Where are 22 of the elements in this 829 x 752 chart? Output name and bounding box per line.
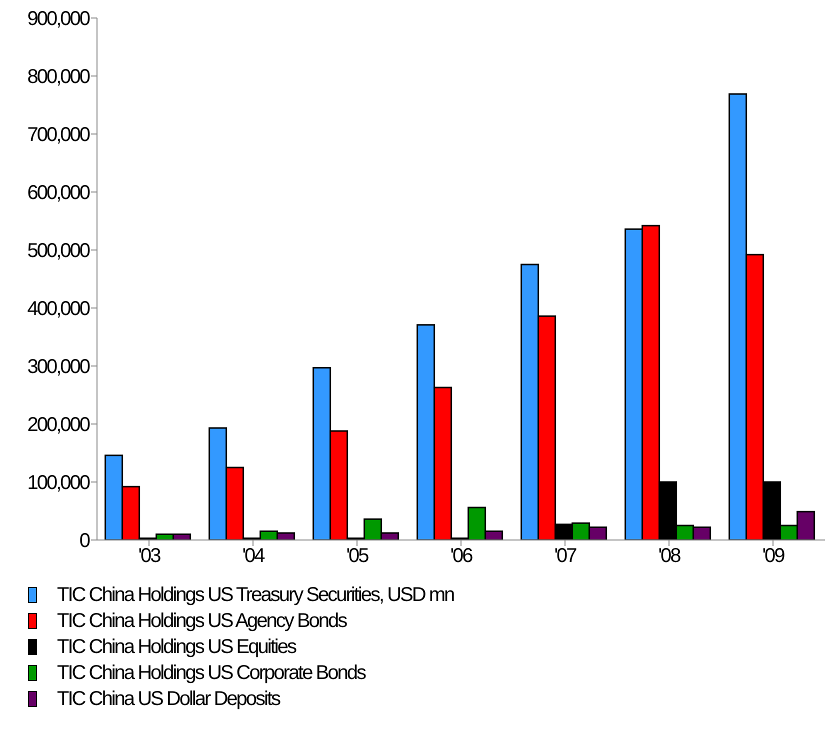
y-tick-label: 500,000 [27,240,90,262]
legend-label: TIC China Holdings US Treasury Securities, USD mn [57,583,454,608]
y-tick-label: 900,000 [27,8,90,30]
x-tick-label: '05 [346,545,370,568]
x-tick-label: '03 [138,545,162,568]
legend-label: TIC China Holdings US Equities [57,635,296,660]
x-tick-label: '04 [242,545,266,568]
y-tick-label: 800,000 [27,66,90,88]
x-tick-label: '07 [554,545,578,568]
y-tick-label: 200,000 [27,414,90,436]
y-tick-label: 600,000 [27,182,90,204]
y-tick-label: 100,000 [27,472,90,494]
x-tick-label: '09 [762,545,786,568]
y-tick-label: 400,000 [27,298,90,320]
y-tick-label: 700,000 [27,124,90,146]
legend-label: TIC China Holdings US Agency Bonds [57,609,346,634]
x-tick-label: '08 [658,545,682,568]
legend-label: TIC China Holdings US Corporate Bonds [57,661,366,686]
y-tick-label: 0 [79,530,90,552]
x-tick-label: '06 [450,545,474,568]
legend-label: TIC China US Dollar Deposits [57,687,280,712]
y-tick-label: 300,000 [27,356,90,378]
